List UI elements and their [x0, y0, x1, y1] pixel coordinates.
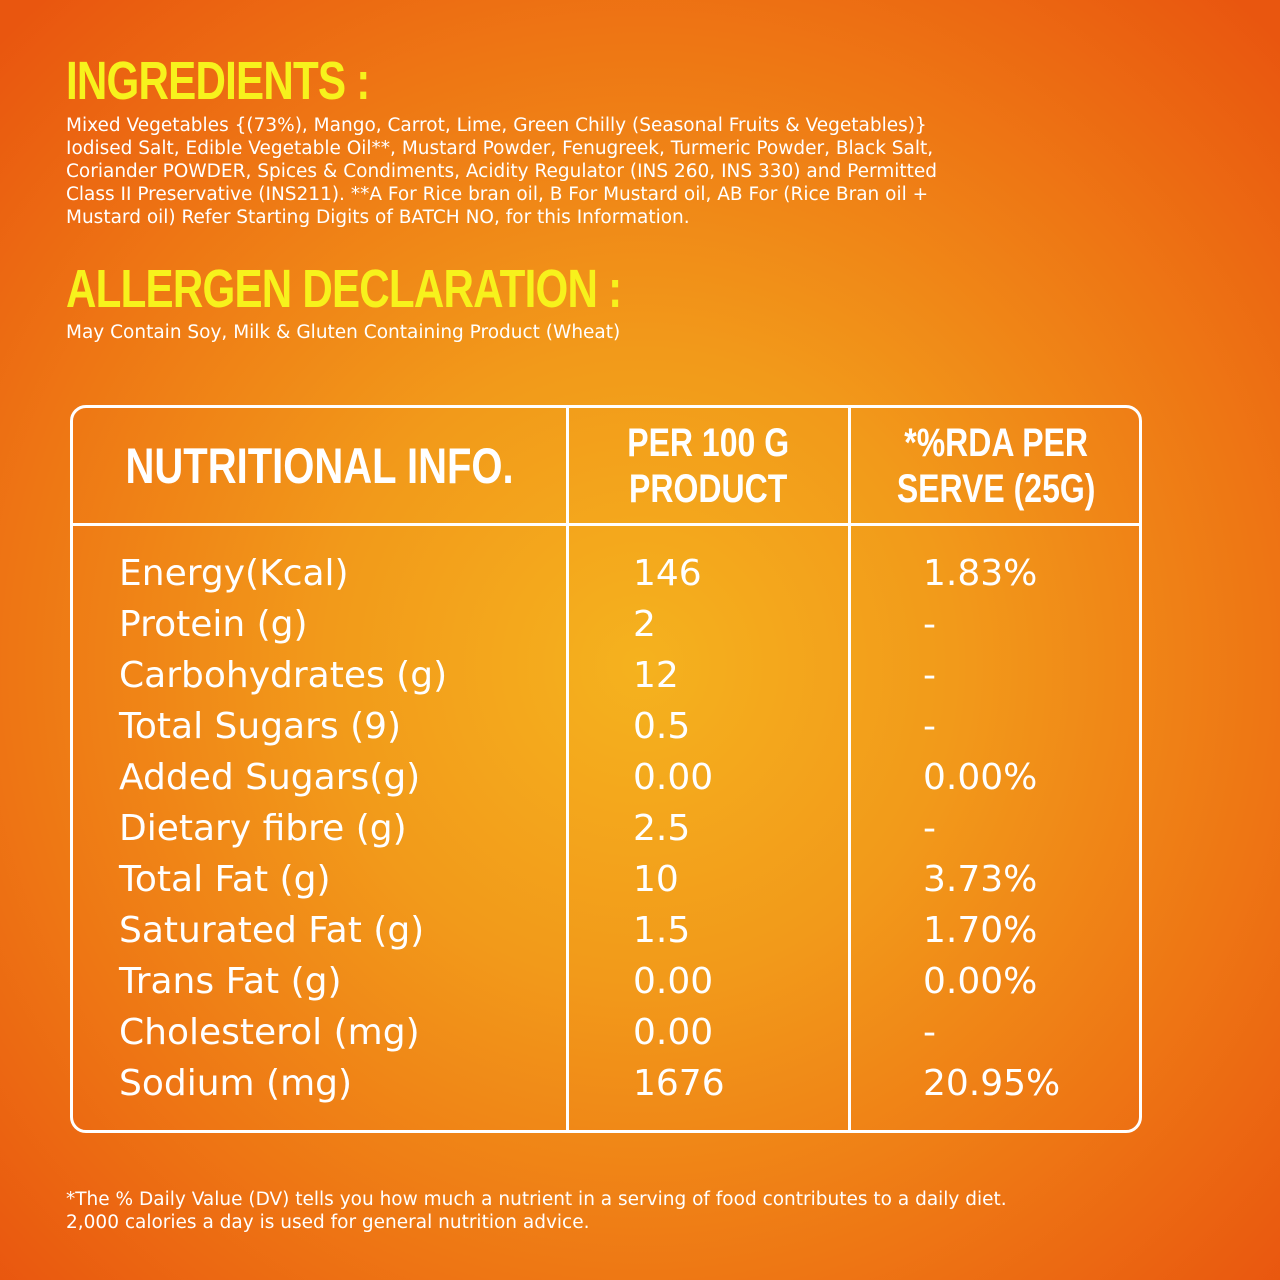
rda-value: 0.00% [923, 757, 1038, 798]
per-100g-value: 2 [633, 604, 656, 645]
header-label: *%RDA PER SERVE (25G) [897, 420, 1096, 511]
table-row: Dietary fibre (g) 2.5 - [73, 803, 1139, 854]
rda-value: 3.73% [923, 859, 1038, 900]
nutrient-name: Sodium (mg) [119, 1063, 353, 1104]
table-row: Sodium (mg) 1676 20.95% [73, 1058, 1139, 1109]
table-row: Saturated Fat (g) 1.5 1.70% [73, 905, 1139, 956]
nutrient-name: Total Fat (g) [119, 859, 331, 900]
rda-value: 1.83% [923, 553, 1038, 594]
nutrient-name: Cholesterol (mg) [119, 1012, 420, 1053]
rda-value: 1.70% [923, 910, 1038, 951]
ingredients-text: Mixed Vegetables {(73%), Mango, Carrot, … [66, 115, 938, 228]
table-row: Total Sugars (9) 0.5 - [73, 701, 1139, 752]
table-row: Energy(Kcal) 146 1.83% [73, 548, 1139, 599]
rda-value: - [923, 655, 936, 696]
per-100g-value: 0.00 [633, 961, 714, 1002]
nutrient-name: Added Sugars(g) [119, 757, 421, 798]
per-100g-value: 0.00 [633, 757, 714, 798]
nutrition-rows: Energy(Kcal) 146 1.83% Protein (g) 2- Carbohy… [73, 548, 1139, 1109]
per-100g-value: 10 [633, 859, 679, 900]
footnote: *The % Daily Value (DV) tells you how mu… [66, 1189, 1007, 1233]
rda-value: 0.00% [923, 961, 1038, 1002]
header-label: NUTRITIONAL INFO. [125, 437, 514, 494]
table-row: Trans Fat (g) 0.00 0.00% [73, 956, 1139, 1007]
table-row: Total Fat (g) 10 3.73% [73, 854, 1139, 905]
rda-value: - [923, 706, 936, 747]
per-100g-value: 0.00 [633, 1012, 714, 1053]
nutrition-table: NUTRITIONAL INFO. PER 100 G PRODUCT *%RD… [70, 405, 1142, 1133]
per-100g-value: 1676 [633, 1063, 725, 1104]
nutrient-name: Trans Fat (g) [119, 961, 342, 1002]
nutrient-name: Energy(Kcal) [119, 553, 349, 594]
table-row: Carbohydrates (g) 12 - [73, 650, 1139, 701]
header-label: PER 100 G PRODUCT [627, 420, 790, 511]
per-100g-value: 0.5 [633, 706, 691, 747]
ingredients-title: INGREDIENTS : [66, 51, 370, 111]
per-100g-value: 12 [633, 655, 679, 696]
rda-value: - [923, 1012, 936, 1053]
nutrient-name: Carbohydrates (g) [119, 655, 448, 696]
allergen-title: ALLERGEN DECLARATION : [66, 259, 622, 319]
nutrient-name: Total Sugars (9) [119, 706, 402, 747]
header-per-100g: PER 100 G PRODUCT [569, 408, 848, 523]
rda-value: - [923, 808, 936, 849]
table-row: Protein (g) 2 - [73, 599, 1139, 650]
nutrient-name: Saturated Fat (g) [119, 910, 425, 951]
column-divider [566, 408, 569, 1130]
header-nutritional-info: NUTRITIONAL INFO. [73, 408, 566, 523]
header-rda: *%RDA PER SERVE (25G) [851, 408, 1142, 523]
header-divider [73, 523, 1139, 526]
allergen-text: May Contain Soy, Milk & Gluten Containin… [66, 322, 621, 343]
table-row: Cholesterol (mg) 0.00 - [73, 1007, 1139, 1058]
column-divider [848, 408, 851, 1130]
rda-value: 20.95% [923, 1063, 1061, 1104]
nutrient-name: Dietary fibre (g) [119, 808, 407, 849]
per-100g-value: 1.5 [633, 910, 691, 951]
per-100g-value: 146 [633, 553, 702, 594]
table-row: Added Sugars(g) 0.00 0.00% [73, 752, 1139, 803]
per-100g-value: 2.5 [633, 808, 691, 849]
rda-value: - [923, 604, 936, 645]
nutrient-name: Protein (g) [119, 604, 308, 645]
